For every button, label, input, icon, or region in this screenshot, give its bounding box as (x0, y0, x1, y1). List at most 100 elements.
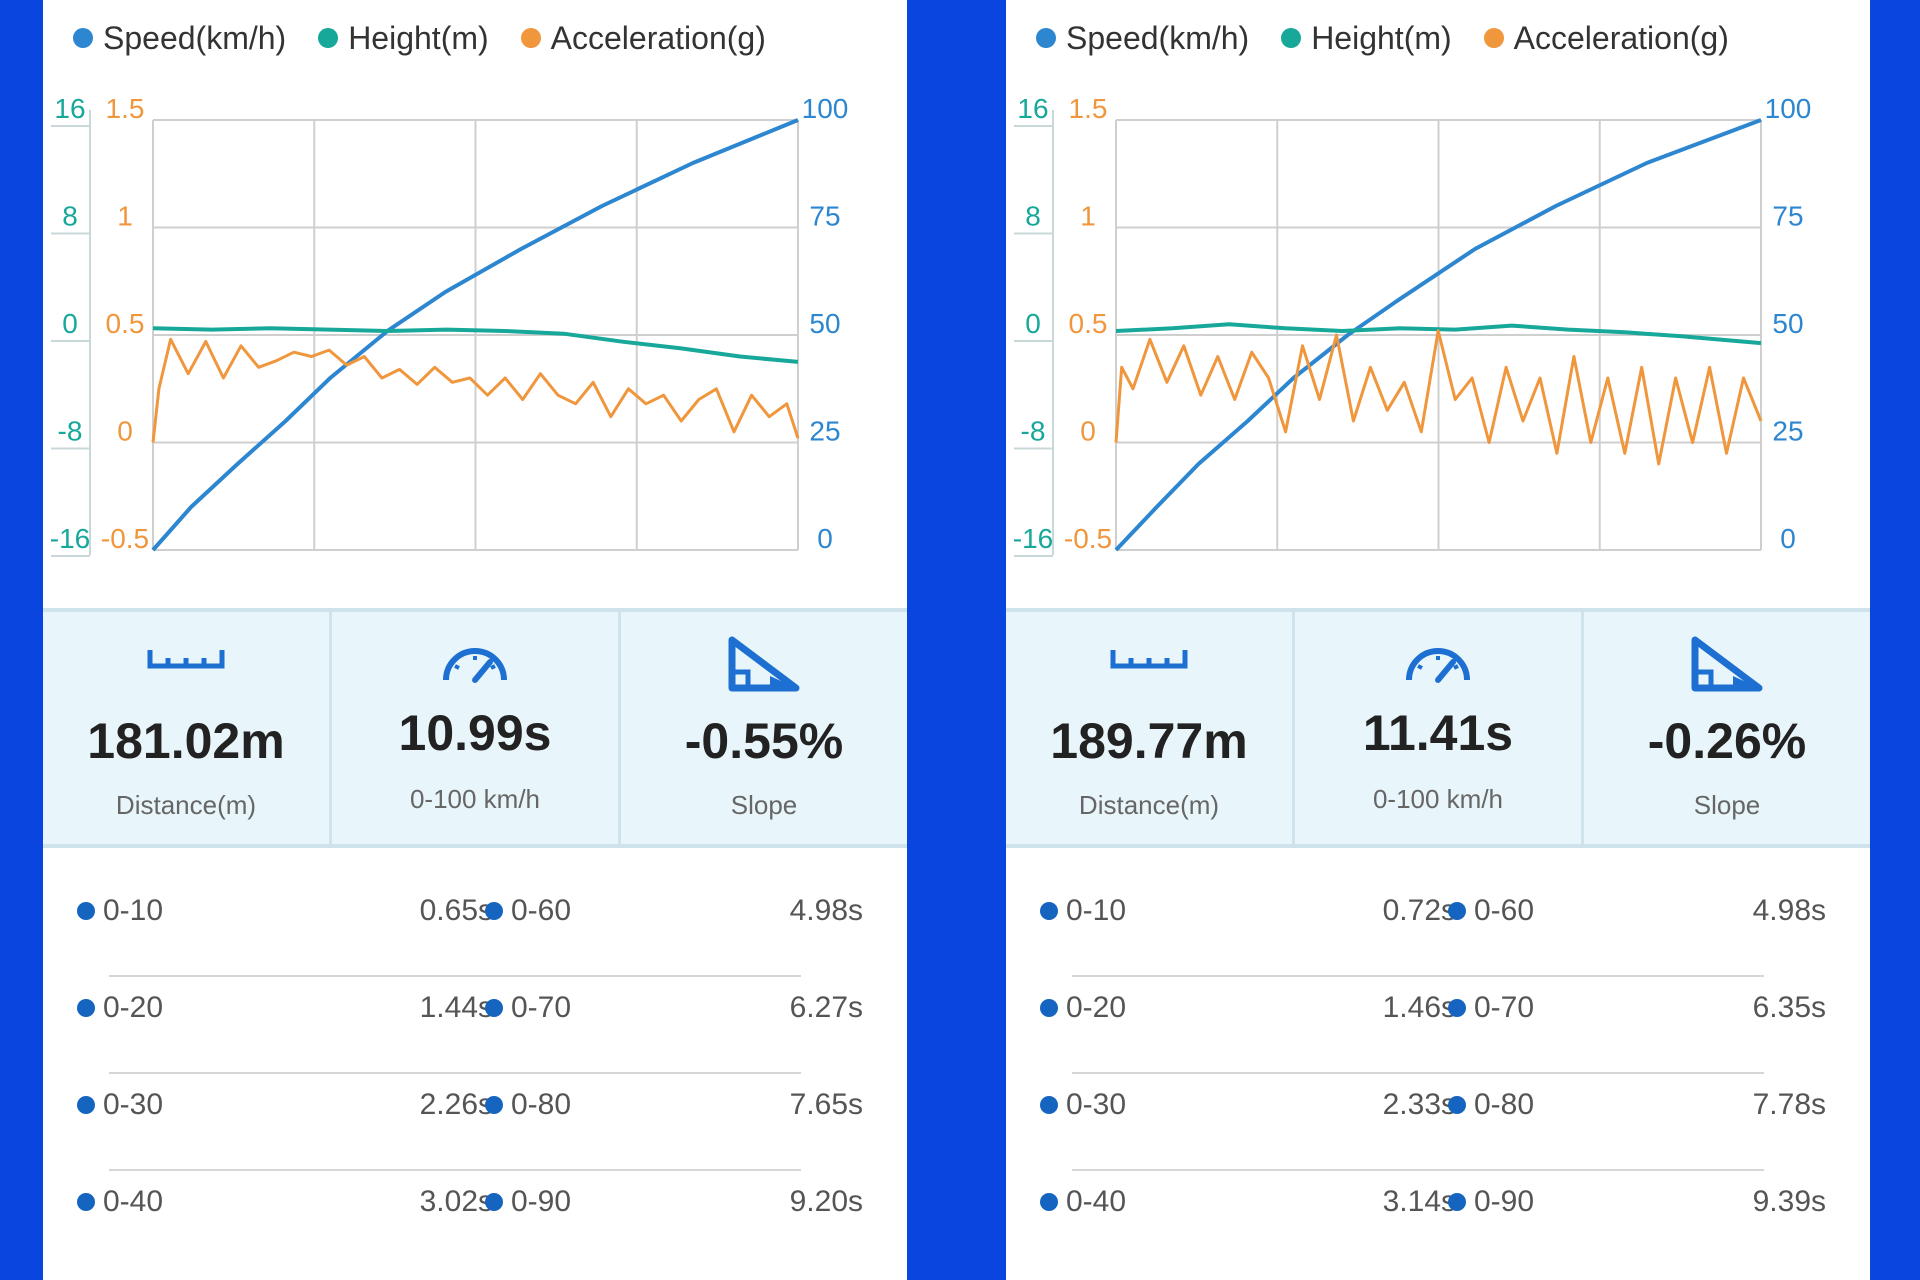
legend-height-label: Height(m) (348, 19, 489, 56)
legend-item-speed[interactable]: Speed(km/h) (1036, 20, 1249, 57)
row-divider (109, 975, 801, 977)
split-value: 2.33s (1382, 1088, 1456, 1121)
split-value: 3.02s (419, 1185, 493, 1218)
split-label: 0-70 (1448, 977, 1534, 1039)
stat-slope: -0.26% Slope (1581, 612, 1870, 844)
legend-item-height[interactable]: Height(m) (1281, 19, 1452, 57)
acceleration-tick-label: -0.5 (101, 523, 149, 554)
split-value: 4.98s (1752, 894, 1826, 927)
split-times-list: 0-10 0.72s 0-60 4.98s 0-20 1.46s 0-70 6.… (1006, 880, 1870, 1268)
chart-grid (152, 119, 799, 551)
slope-label: Slope (1693, 790, 1761, 820)
row-divider (109, 1072, 801, 1074)
split-value: 2.26s (419, 1088, 493, 1121)
legend-height-label: Height(m) (1311, 19, 1452, 56)
row-divider (1072, 1072, 1764, 1074)
stat-time: 10.99s 0-100 km/h (329, 612, 618, 844)
split-value: 7.65s (789, 1088, 863, 1121)
bullet-dot-icon (77, 999, 95, 1017)
legend-item-acceleration[interactable]: Acceleration(g) (1483, 19, 1729, 57)
split-value: 6.27s (789, 991, 863, 1024)
bullet-dot-icon (1448, 1096, 1466, 1114)
legend-acceleration-label: Acceleration(g) (1513, 19, 1729, 56)
speed-tick-label: 0 (817, 523, 833, 554)
chart-legend: Speed(km/h) Height(m) Acceleration(g) (73, 16, 766, 60)
time-row: 0-10 0.72s 0-60 4.98s (1006, 880, 1870, 977)
split-value: 0.65s (419, 894, 493, 927)
split-label: 0-30 (77, 1074, 163, 1136)
legend-speed-dot (73, 28, 93, 48)
bullet-dot-icon (485, 902, 503, 920)
slope-icon (1689, 634, 1765, 699)
stat-slope: -0.55% Slope (618, 612, 907, 844)
split-label: 0-80 (485, 1074, 571, 1136)
result-panel-right: Speed(km/h) Height(m) Acceleration(g) 16… (1006, 0, 1870, 1280)
distance-label: Distance(m) (1078, 790, 1220, 820)
acceleration-series-line (151, 337, 800, 443)
bullet-dot-icon (1448, 999, 1466, 1017)
stat-distance: 189.77m Distance(m) (1006, 612, 1292, 844)
split-value: 3.14s (1382, 1185, 1456, 1218)
speed-tick-label: 100 (1765, 93, 1812, 124)
stats-band: 181.02m Distance(m) 10.99s 0-100 km/h (43, 608, 907, 848)
split-label: 0-10 (1040, 880, 1126, 942)
bullet-dot-icon (1040, 1096, 1058, 1114)
split-times-list: 0-10 0.65s 0-60 4.98s 0-20 1.44s 0-70 6.… (43, 880, 907, 1268)
acceleration-tick-label: -0.5 (1064, 523, 1112, 554)
acceleration-tick-label: 1 (117, 201, 133, 232)
result-panel-left: Speed(km/h) Height(m) Acceleration(g) 16… (43, 0, 907, 1280)
acceleration-tick-label: 0.5 (106, 308, 145, 339)
bullet-dot-icon (1448, 902, 1466, 920)
bullet-dot-icon (77, 1193, 95, 1211)
split-value: 9.39s (1752, 1185, 1826, 1218)
stat-distance: 181.02m Distance(m) (43, 612, 329, 844)
legend-height-dot (318, 28, 339, 48)
speed-tick-label: 25 (1772, 416, 1803, 447)
bullet-dot-icon (485, 1096, 503, 1114)
acceleration-tick-label: 0 (117, 416, 133, 447)
time-row: 0-30 2.26s 0-80 7.65s (43, 1074, 907, 1171)
speed-chart: 16 8 0 -8 -16 1.5 1 0.5 0 -0.5 100 75 50 25 0 (50, 93, 848, 557)
split-value: 6.35s (1752, 991, 1826, 1024)
bullet-dot-icon (77, 1096, 95, 1114)
split-value: 0.72s (1382, 894, 1456, 927)
stat-time: 11.41s 0-100 km/h (1292, 612, 1581, 844)
height-tick-label: 16 (54, 93, 85, 124)
time-value: 11.41s (1362, 705, 1514, 761)
legend-acceleration-dot (520, 28, 541, 48)
slope-value: -0.55% (684, 713, 844, 769)
speedometer-icon (1403, 636, 1473, 691)
split-label: 0-80 (1448, 1074, 1534, 1136)
time-row: 0-40 3.02s 0-90 9.20s (43, 1171, 907, 1268)
speed-series-line (1114, 118, 1762, 552)
bullet-dot-icon (1040, 999, 1058, 1017)
legend-item-speed[interactable]: Speed(km/h) (73, 20, 286, 57)
split-label: 0-70 (485, 977, 571, 1039)
chart-legend: Speed(km/h) Height(m) Acceleration(g) (1036, 16, 1729, 60)
split-label: 0-40 (1040, 1171, 1126, 1233)
time-row: 0-10 0.65s 0-60 4.98s (43, 880, 907, 977)
time-label: 0-100 km/h (409, 784, 541, 814)
slope-icon (726, 634, 802, 699)
legend-item-acceleration[interactable]: Acceleration(g) (520, 20, 766, 57)
slope-label: Slope (730, 790, 798, 820)
split-label: 0-60 (485, 880, 571, 942)
legend-speed-label: Speed(km/h) (103, 19, 287, 56)
distance-value: 181.02m (87, 713, 285, 769)
split-value: 4.98s (789, 894, 863, 927)
height-tick-label: 16 (1017, 93, 1048, 124)
split-label: 0-60 (1448, 880, 1534, 942)
legend-item-height[interactable]: Height(m) (318, 19, 489, 57)
acceleration-tick-label: 1.5 (1069, 93, 1108, 124)
time-row: 0-30 2.33s 0-80 7.78s (1006, 1074, 1870, 1171)
bullet-dot-icon (77, 902, 95, 920)
legend-speed-dot (1036, 28, 1056, 48)
row-divider (109, 1169, 801, 1171)
split-label: 0-90 (1448, 1171, 1534, 1233)
split-label: 0-30 (1040, 1074, 1126, 1136)
ruler-icon (146, 636, 226, 681)
acceleration-tick-label: 1 (1080, 201, 1096, 232)
legend-speed-label: Speed(km/h) (1066, 19, 1250, 56)
speed-chart: 16 8 0 -8 -16 1.5 1 0.5 0 -0.5 100 75 50 25 0 (1013, 93, 1812, 557)
time-label: 0-100 km/h (1372, 784, 1504, 814)
